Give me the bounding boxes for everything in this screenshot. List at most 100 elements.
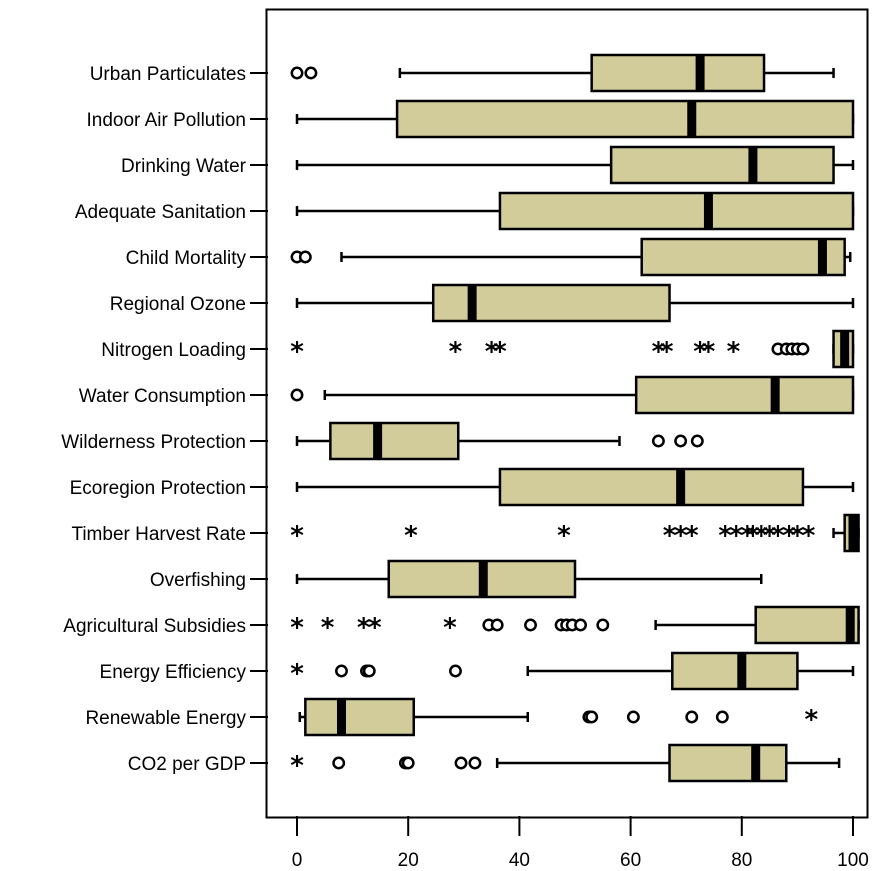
extreme-point: * [321, 613, 335, 643]
box-row: * * ** * [290, 605, 860, 645]
iqr-box [590, 53, 766, 93]
extreme-point: * [702, 337, 716, 367]
median-bar [336, 699, 346, 735]
category-label: Regional Ozone [110, 294, 246, 315]
extreme-point: * [718, 521, 732, 551]
category-label: Agricultural Subsidies [63, 616, 246, 637]
iqr-box [640, 237, 846, 277]
outlier-point [401, 756, 415, 770]
iqr-box [671, 651, 799, 691]
median-bar [676, 469, 686, 505]
extreme-point: * [729, 521, 743, 551]
extreme-point: * [791, 521, 805, 551]
category-label: Nitrogen Loading [101, 340, 246, 361]
x-tick-label: 60 [620, 850, 641, 871]
category-label: Ecoregion Protection [70, 478, 246, 499]
category-label: Adequate Sanitation [75, 202, 246, 223]
extreme-point: * [357, 613, 371, 643]
extreme-point: * [290, 337, 304, 367]
iqr-box [634, 375, 855, 415]
category-labels: Urban Particulates Indoor Air Pollution Dr… [61, 64, 268, 775]
outlier-point [332, 756, 346, 770]
box-row [295, 559, 763, 599]
box-row: * [290, 651, 855, 691]
outlier-point [290, 66, 304, 80]
median-bar [748, 147, 758, 183]
median-bar [373, 423, 383, 459]
median-bar [478, 561, 488, 597]
box-row [295, 421, 704, 461]
outlier-point [290, 388, 304, 402]
outlier-point [574, 618, 588, 632]
iqr-box [329, 421, 460, 461]
box-row: * [298, 697, 818, 737]
category-label: Indoor Air Pollution [87, 110, 247, 131]
median-bar [817, 239, 827, 275]
median-bar [751, 745, 761, 781]
box-row: * * * *** ********** [290, 513, 860, 553]
extreme-point: * [802, 521, 816, 551]
box-row [295, 99, 855, 139]
box-row: * * ** ** ** * [290, 329, 855, 369]
iqr-box [498, 467, 805, 507]
category-label: Water Consumption [79, 386, 246, 407]
extreme-point: * [290, 613, 304, 643]
category-label: Urban Particulates [90, 64, 246, 85]
median-bar [770, 377, 780, 413]
category-label: Renewable Energy [85, 708, 246, 729]
boxes-layer: * * ** ** ** ** * * *** *********** * ** **** [290, 53, 860, 783]
box-row [290, 237, 852, 277]
iqr-box [304, 697, 416, 737]
extreme-point: * [652, 337, 666, 367]
x-tick-label: 100 [837, 850, 869, 871]
outlier-point [596, 618, 610, 632]
category-label: Child Mortality [126, 248, 247, 269]
outlier-point [468, 756, 482, 770]
outlier-point [796, 342, 810, 356]
iqr-box [668, 743, 788, 783]
extreme-point: * [660, 337, 674, 367]
extreme-point: * [685, 521, 699, 551]
extreme-point: * [485, 337, 499, 367]
outlier-point [674, 434, 688, 448]
extreme-point: * [493, 337, 507, 367]
extreme-point: * [368, 613, 382, 643]
extreme-point: * [746, 521, 760, 551]
median-bar [687, 101, 697, 137]
iqr-box [498, 191, 855, 231]
outlier-point [690, 434, 704, 448]
outlier-point [626, 710, 640, 724]
box-row [295, 467, 855, 507]
outlier-point [585, 710, 599, 724]
median-bar [737, 653, 747, 689]
box-row [290, 375, 855, 415]
extreme-point: * [741, 521, 755, 551]
extreme-point: * [290, 521, 304, 551]
iqr-box [395, 99, 855, 139]
category-label: Energy Efficiency [100, 662, 247, 683]
x-tick-label: 0 [292, 850, 303, 871]
outlier-point [490, 618, 504, 632]
box-row [295, 145, 855, 185]
extreme-point: * [804, 705, 818, 735]
median-bar [848, 515, 858, 551]
extreme-point: * [754, 521, 768, 551]
category-label: Timber Harvest Rate [71, 524, 246, 545]
median-bar [467, 285, 477, 321]
median-bar [845, 607, 855, 643]
iqr-box [609, 145, 835, 185]
x-tick-label: 80 [731, 850, 752, 871]
category-label: Overfishing [150, 570, 246, 591]
extreme-point: * [771, 521, 785, 551]
extreme-point: * [763, 521, 777, 551]
outlier-point [304, 66, 318, 80]
extreme-point: * [443, 613, 457, 643]
box-row [295, 283, 855, 323]
extreme-point: * [449, 337, 463, 367]
outlier-point [454, 756, 468, 770]
extreme-point: * [727, 337, 741, 367]
extreme-point: * [290, 751, 304, 781]
category-label: Drinking Water [121, 156, 247, 177]
iqr-box [754, 605, 860, 645]
